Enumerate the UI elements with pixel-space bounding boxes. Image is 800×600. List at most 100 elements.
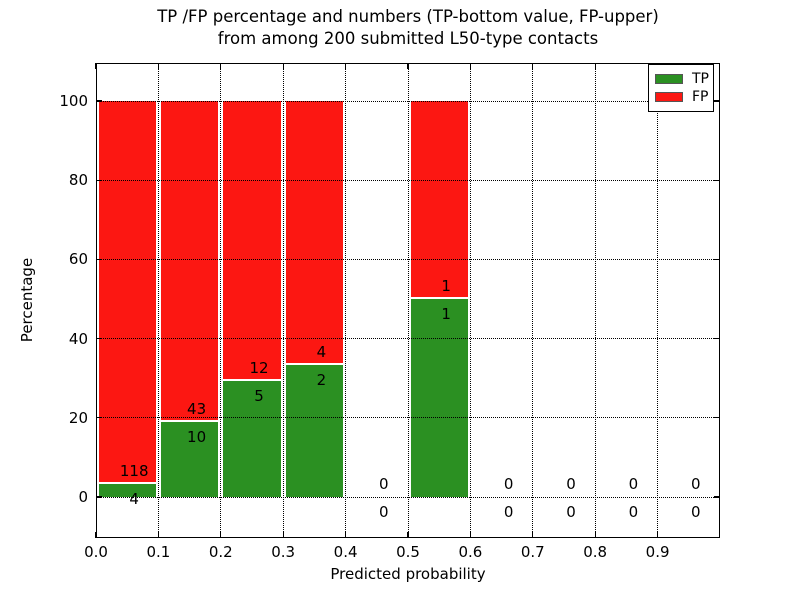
x-tick-mark-bottom	[407, 532, 409, 538]
x-tick-label: 0.2	[208, 543, 233, 561]
y-tick-mark-left	[96, 179, 102, 181]
bar-segment-fp	[409, 101, 469, 299]
bar-count-label-fp: 0	[566, 475, 576, 493]
bar-count-label-fp: 0	[379, 475, 389, 493]
bar-segment-fp	[222, 101, 282, 381]
bar-segment-tp	[409, 299, 469, 497]
bar-count-label-tp: 10	[187, 428, 207, 447]
x-tick-label: 0.6	[458, 543, 483, 561]
bar-count-label-fp: 43	[187, 400, 207, 419]
bar-count-label-fp: 0	[628, 475, 639, 493]
x-tick-mark-bottom	[657, 532, 659, 538]
x-tick-mark-top	[532, 63, 534, 69]
legend-label-fp: FP	[692, 89, 709, 105]
x-tick-mark-top	[95, 63, 97, 69]
x-tick-mark-bottom	[157, 532, 160, 538]
y-tick-label: 100	[59, 92, 88, 110]
y-tick-mark-right	[714, 417, 720, 419]
gridline-horizontal	[96, 496, 720, 498]
bar-count-label-fp: 12	[249, 358, 269, 377]
y-tick-label: 20	[68, 408, 88, 427]
y-tick-mark-left	[96, 100, 102, 102]
x-tick-label: 0.8	[583, 543, 608, 561]
bar-segment-tp	[222, 380, 282, 497]
x-tick-label: 0.0	[84, 543, 108, 561]
x-tick-label: 0.3	[271, 543, 296, 561]
x-tick-label: 0.1	[146, 543, 171, 561]
x-tick-mark-top	[407, 63, 409, 69]
bar-count-label-tp: 5	[254, 386, 264, 405]
x-tick-label: 0.7	[520, 543, 545, 561]
bar-segment-tp	[159, 422, 220, 497]
gridline-vertical	[282, 63, 284, 538]
gridline-horizontal	[96, 258, 720, 260]
gridline-vertical	[345, 63, 347, 538]
bar-count-label-fp: 4	[316, 343, 327, 361]
x-tick-mark-top	[594, 63, 596, 69]
x-tick-label: 0.5	[396, 543, 420, 561]
y-tick-label: 40	[68, 329, 88, 348]
x-tick-mark-bottom	[469, 532, 472, 538]
plot-area: 118 4 43 10 12 5 4 2 0 0 1 1 0 0 0 0 0 0 0 0	[95, 63, 720, 538]
bar-count-label-fp: 118	[119, 462, 149, 481]
gridline-vertical	[657, 63, 659, 538]
bar-count-label-tp: 4	[129, 490, 139, 509]
bar-count-label-fp: 1	[441, 277, 451, 295]
y-tick-mark-right	[714, 338, 720, 340]
bar-count-label-tp: 0	[503, 503, 514, 521]
bar-count-label-tp: 1	[441, 305, 451, 323]
y-tick-mark-right	[714, 100, 720, 102]
x-tick-label: 0.9	[645, 543, 670, 561]
gridline-horizontal	[96, 100, 720, 102]
bar-segment-fp	[159, 101, 220, 423]
y-tick-mark-left	[96, 496, 102, 498]
x-tick-mark-top	[220, 63, 222, 69]
x-tick-mark-bottom	[220, 532, 222, 538]
y-tick-label: 60	[68, 250, 88, 269]
y-tick-mark-right	[714, 496, 720, 498]
x-tick-mark-bottom	[532, 532, 534, 538]
y-axis-label: Percentage	[18, 257, 36, 343]
gridline-horizontal	[96, 338, 720, 340]
gridline-vertical	[157, 63, 159, 538]
y-tick-mark-left	[96, 417, 102, 419]
gridline-horizontal	[96, 417, 720, 419]
x-tick-mark-bottom	[594, 532, 596, 538]
gridline-vertical	[407, 63, 409, 538]
gridline-vertical	[469, 63, 471, 538]
bar-segment-tp	[97, 484, 157, 497]
bar-count-label-fp: 0	[691, 475, 701, 493]
x-tick-mark-bottom	[282, 532, 284, 538]
gridline-vertical	[220, 63, 222, 538]
bar-count-label-tp: 2	[316, 371, 327, 389]
bar-segment-tp	[284, 365, 345, 497]
legend-entry-tp: TP	[649, 70, 713, 88]
chart-title-line1: TP /FP percentage and numbers (TP-bottom…	[157, 7, 659, 26]
x-axis-label: Predicted probability	[330, 565, 486, 583]
x-tick-mark-bottom	[95, 532, 97, 538]
legend: TP FP	[648, 64, 714, 112]
chart-title-line2: from among 200 submitted L50-type contac…	[217, 29, 599, 48]
y-tick-mark-left	[96, 258, 102, 261]
legend-swatch-tp	[655, 74, 683, 84]
bar-count-label-tp: 0	[628, 503, 639, 521]
bar-count-label-fp: 0	[503, 475, 514, 493]
x-tick-mark-top	[157, 63, 160, 69]
bar-count-label-tp: 0	[566, 503, 576, 521]
x-tick-mark-top	[345, 63, 347, 69]
bar-segment-fp	[97, 101, 157, 485]
gridline-vertical	[594, 63, 596, 538]
gridline-horizontal	[96, 179, 720, 181]
bar-count-label-tp: 0	[379, 503, 389, 521]
legend-entry-fp: FP	[649, 88, 713, 106]
x-tick-mark-bottom	[345, 532, 347, 538]
bar-count-label-tp: 0	[691, 503, 701, 521]
x-tick-mark-top	[282, 63, 284, 69]
legend-swatch-fp	[655, 92, 683, 102]
bar-segment-fp	[284, 101, 345, 365]
gridline-vertical	[532, 63, 534, 538]
y-tick-mark-right	[714, 179, 720, 181]
y-tick-mark-left	[96, 338, 102, 340]
y-tick-label: 0	[78, 488, 88, 506]
